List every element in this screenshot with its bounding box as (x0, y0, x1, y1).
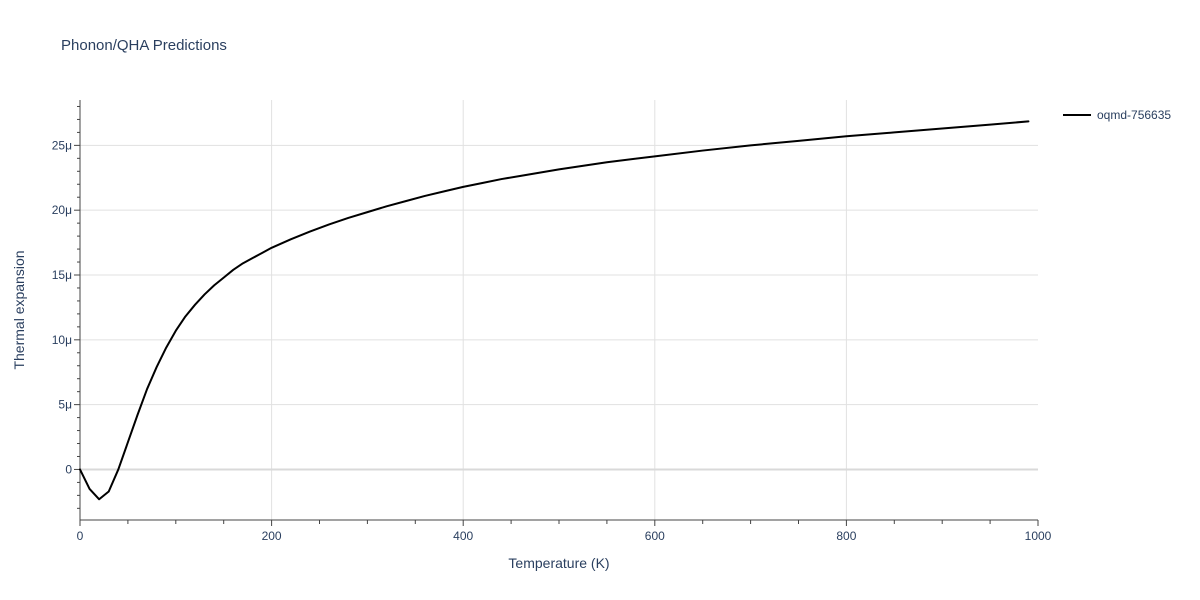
y-tick-label: 25μ (52, 138, 72, 152)
x-tick-label: 600 (645, 529, 665, 543)
y-axis-title: Thermal expansion (11, 250, 27, 369)
series-layer (79, 120, 1030, 501)
x-axis-title: Temperature (K) (508, 555, 609, 571)
y-tick-label: 10μ (52, 333, 72, 347)
y-tick-label: 5μ (58, 398, 72, 412)
legend-item-label: oqmd-756635 (1097, 108, 1171, 122)
grid-lines (80, 100, 1038, 520)
x-tick-label: 200 (262, 529, 282, 543)
x-tick-label: 1000 (1025, 529, 1052, 543)
x-tick-label: 800 (836, 529, 856, 543)
y-tick-label: 0 (65, 462, 72, 476)
y-tick-label: 20μ (52, 203, 72, 217)
chart-title: Phonon/QHA Predictions (61, 37, 227, 54)
x-tick-label: 0 (77, 529, 84, 543)
x-tick-label: 400 (453, 529, 473, 543)
series-line-oqmd-756635[interactable] (79, 120, 1030, 501)
legend[interactable]: oqmd-756635 (1063, 108, 1171, 122)
y-tick-label: 15μ (52, 268, 72, 282)
axes: 0 200 400 600 800 1000 0 5μ 10μ 15μ 20μ 25μ (52, 100, 1052, 543)
